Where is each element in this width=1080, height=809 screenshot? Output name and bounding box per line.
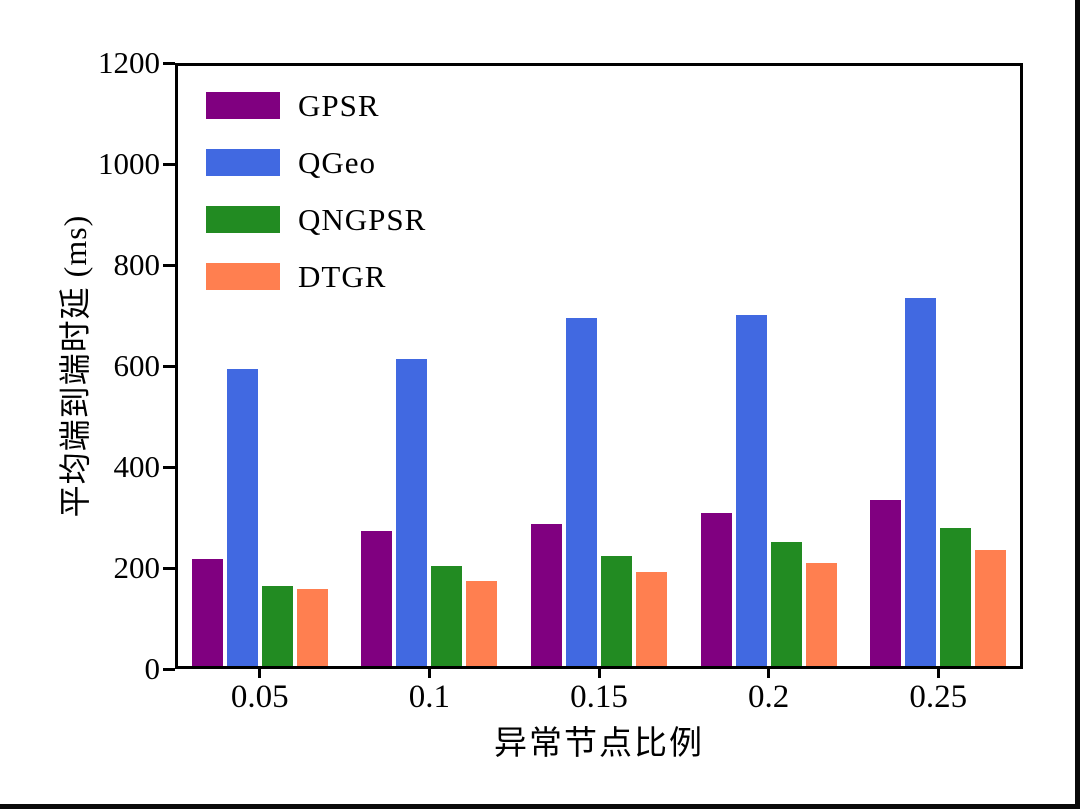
bar-qgeo-0.05 [226, 369, 258, 666]
legend-label: QGeo [298, 145, 377, 180]
bar-gpsr-0.25 [870, 500, 902, 666]
bar-group-0.15 [529, 66, 669, 666]
legend-item-gpsr: GPSR [206, 88, 426, 123]
y-tick-label: 800 [113, 246, 161, 282]
bar-qngpsr-0.05 [261, 585, 293, 666]
y-tick-mark [163, 364, 175, 368]
bar-qgeo-0.2 [735, 315, 767, 666]
legend-swatch-qgeo [206, 149, 280, 176]
legend: GPSR QGeo QNGPSR DTGR [206, 88, 427, 320]
y-tick-mark [163, 263, 175, 267]
bar-group-0.25 [868, 66, 1008, 666]
bar-gpsr-0.05 [191, 558, 223, 666]
bar-dtgr-0.05 [296, 589, 328, 666]
x-axis-title: 异常节点比例 [494, 726, 704, 762]
bar-dtgr-0.1 [466, 581, 498, 666]
y-tick-label: 1000 [98, 145, 160, 181]
legend-label: GPSR [298, 88, 380, 123]
bars-container [178, 66, 1020, 666]
bar-gpsr-0.1 [361, 531, 393, 666]
x-tick-label: 0.2 [747, 679, 790, 715]
bar-qngpsr-0.15 [601, 555, 632, 666]
y-tick-label: 400 [113, 448, 161, 484]
bar-group-0.2 [699, 66, 839, 666]
legend-label: QNGPSR [298, 202, 427, 237]
y-tick-mark [163, 465, 175, 469]
legend-swatch-qngpsr [206, 206, 280, 233]
legend-item-dtgr: DTGR [206, 259, 426, 294]
image-bottom-edge [0, 804, 1080, 809]
x-tick-label: 0.25 [909, 679, 968, 715]
y-tick-mark [163, 162, 175, 166]
x-tick-mark [597, 669, 601, 678]
y-tick-label: 200 [113, 549, 161, 585]
x-tick-mark [767, 669, 771, 678]
bar-qngpsr-0.2 [770, 542, 802, 666]
bar-qngpsr-0.25 [940, 527, 972, 666]
bar-group-0.05 [190, 66, 330, 666]
bar-dtgr-0.15 [636, 571, 667, 666]
y-tick-label: 0 [144, 650, 161, 686]
x-tick-mark [936, 669, 940, 678]
bar-gpsr-0.15 [531, 523, 562, 666]
bar-dtgr-0.25 [975, 549, 1007, 666]
bar-gpsr-0.2 [700, 513, 732, 666]
legend-swatch-gpsr [206, 92, 280, 119]
x-tick-label: 0.1 [408, 679, 451, 715]
x-tick-mark [427, 669, 431, 678]
bar-dtgr-0.2 [805, 563, 837, 666]
legend-item-qngpsr: QNGPSR [206, 202, 427, 237]
legend-swatch-dtgr [206, 263, 280, 290]
y-tick-label: 1200 [98, 44, 160, 80]
x-tick-label: 0.15 [570, 679, 628, 715]
y-tick-mark [163, 566, 175, 570]
x-tick-mark [258, 669, 262, 678]
legend-label: DTGR [298, 259, 387, 294]
y-tick-mark [163, 667, 175, 671]
bar-qngpsr-0.1 [431, 566, 463, 666]
x-tick-label: 0.05 [230, 679, 289, 715]
bar-qgeo-0.15 [566, 318, 597, 666]
image-right-edge [1075, 0, 1080, 809]
bar-group-0.1 [359, 66, 499, 666]
bar-qgeo-0.25 [905, 297, 937, 666]
legend-item-qgeo: QGeo [206, 145, 426, 180]
bar-qgeo-0.1 [396, 359, 428, 666]
plot-area: GPSR QGeo QNGPSR DTGR [175, 63, 1023, 669]
y-tick-mark [163, 61, 175, 65]
y-tick-label: 600 [113, 347, 161, 383]
